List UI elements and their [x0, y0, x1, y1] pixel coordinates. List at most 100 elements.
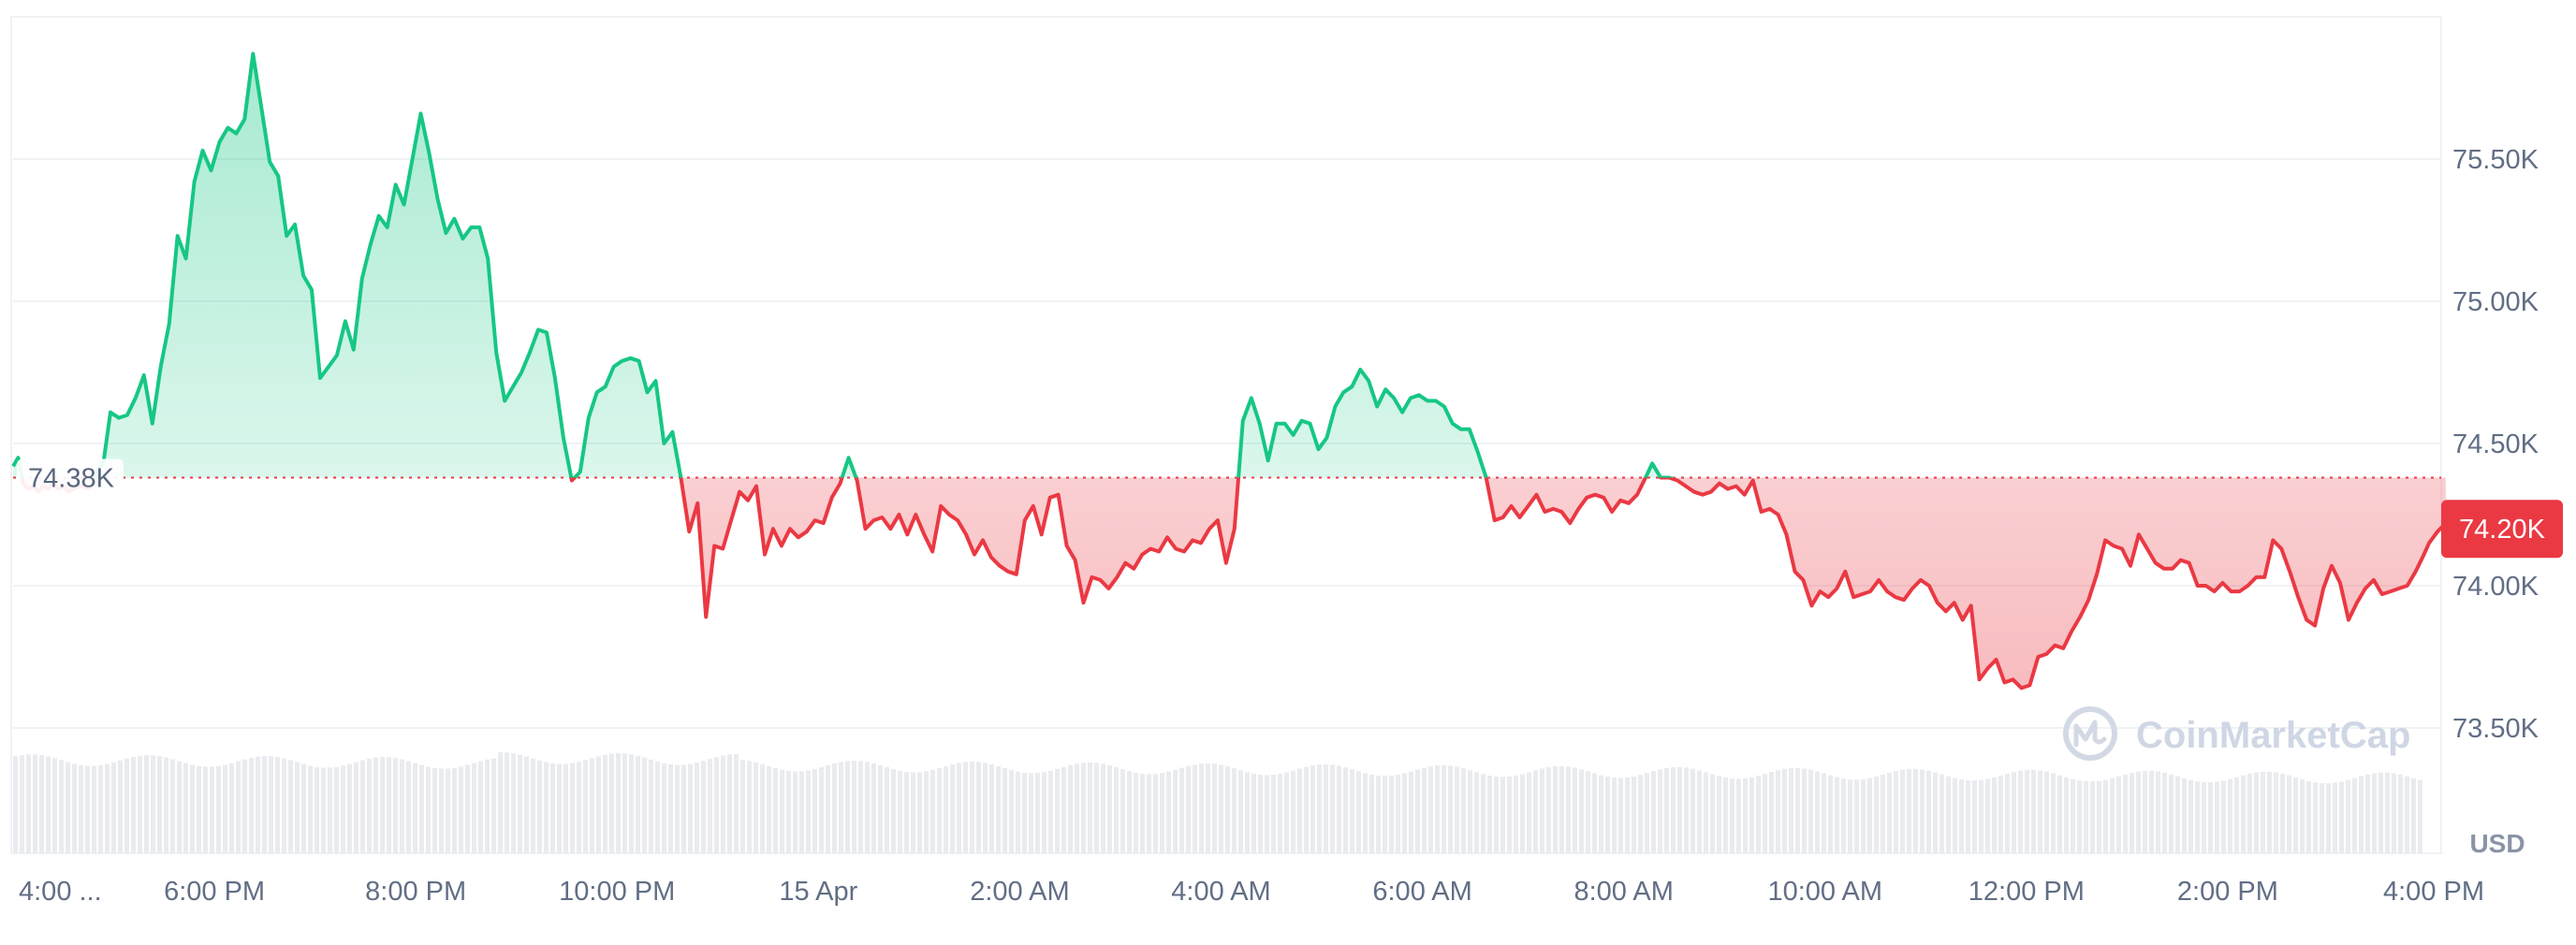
volume-bar — [2287, 775, 2291, 853]
volume-bar — [550, 763, 555, 853]
volume-bar — [1527, 772, 1531, 853]
volume-bar — [1802, 768, 1807, 853]
volume-bar — [1094, 763, 1099, 853]
volume-bar — [2385, 772, 2390, 853]
volume-bar — [498, 752, 503, 853]
volume-bar — [2025, 769, 2029, 853]
volume-bar — [1468, 770, 1472, 853]
volume-bar — [249, 757, 254, 853]
volume-bar — [1061, 766, 1066, 853]
volume-bar — [911, 772, 915, 853]
volume-bar — [524, 756, 529, 853]
volume-bar — [203, 766, 208, 853]
volume-bar — [1592, 773, 1597, 853]
volume-bar — [1179, 767, 1184, 853]
volume-bar — [1343, 767, 1348, 853]
volume-bar — [138, 755, 142, 853]
volume-bar — [1474, 772, 1479, 853]
volume-bar — [662, 763, 666, 853]
volume-bar — [210, 766, 214, 853]
volume-bar — [2188, 779, 2193, 853]
volume-bar — [681, 764, 686, 853]
volume-bar — [229, 763, 234, 853]
volume-bar — [1442, 764, 1446, 853]
volume-bar — [360, 760, 365, 853]
volume-bar — [1232, 768, 1237, 853]
volume-bar — [85, 765, 90, 853]
volume-bar — [446, 768, 450, 853]
volume-bar — [1736, 778, 1741, 853]
volume-bar — [26, 754, 31, 853]
volume-bar — [609, 753, 614, 853]
volume-bar — [1088, 762, 1092, 853]
volume-bar — [2044, 771, 2049, 853]
volume-bar — [2182, 778, 2187, 853]
volume-bar — [1828, 775, 1833, 853]
volume-bar — [996, 765, 1001, 853]
volume-bar — [675, 764, 680, 853]
volume-bar — [799, 771, 804, 853]
currency-unit-label: USD — [2469, 829, 2525, 858]
volume-bar — [1966, 780, 1970, 853]
volume-bar — [295, 762, 300, 853]
volume-bar — [649, 759, 653, 853]
x-tick-label: 10:00 PM — [559, 877, 675, 907]
volume-bar — [380, 757, 385, 853]
volume-bar — [1330, 764, 1335, 853]
volume-bar — [1998, 775, 2003, 853]
volume-bar — [491, 758, 496, 853]
volume-bar — [1684, 767, 1689, 853]
volume-bar — [2097, 780, 2101, 853]
volume-bar — [963, 762, 968, 853]
volume-bar — [2018, 770, 2023, 853]
x-tick-label: 6:00 PM — [164, 877, 265, 907]
volume-bar — [1979, 779, 1983, 853]
volume-bar — [1697, 770, 1702, 853]
volume-bar — [983, 763, 988, 853]
volume-bar — [1710, 774, 1715, 853]
volume-bar — [1022, 772, 1027, 853]
volume-bar — [1048, 770, 1053, 853]
volume-bar — [157, 756, 162, 853]
volume-bar — [1625, 777, 1630, 853]
volume-bar — [793, 771, 798, 853]
volume-bar — [2306, 780, 2311, 853]
y-tick-label: 74.50K — [2452, 429, 2539, 459]
volume-bar — [1887, 772, 1892, 853]
volume-bar — [459, 766, 463, 853]
volume-bar — [426, 766, 431, 853]
volume-bar — [518, 754, 522, 853]
volume-bar — [603, 754, 607, 853]
volume-bar — [1500, 777, 1505, 853]
volume-bar — [2352, 778, 2357, 853]
volume-bar — [1835, 777, 1839, 853]
volume-bar — [629, 754, 634, 853]
volume-bar — [1448, 765, 1453, 853]
volume-bar — [1638, 775, 1643, 853]
volume-bar — [636, 755, 640, 853]
current-price-badge: 74.20K — [2441, 500, 2563, 559]
volume-bar — [1304, 766, 1309, 853]
volume-bar — [1147, 774, 1151, 853]
volume-bar — [622, 753, 627, 853]
volume-bar — [262, 756, 267, 853]
volume-bar — [1317, 764, 1322, 853]
volume-bars — [13, 752, 2422, 853]
volume-bar — [1396, 774, 1400, 853]
volume-bar — [1776, 770, 1780, 853]
x-tick-label: 4:00 AM — [1171, 877, 1270, 907]
volume-bar — [1900, 769, 1905, 853]
volume-bar — [1376, 776, 1381, 853]
x-tick-label: 6:00 AM — [1372, 877, 1471, 907]
volume-bar — [1487, 775, 1492, 853]
volume-bar — [1894, 771, 1898, 853]
x-tick-label: 8:00 AM — [1573, 877, 1673, 907]
volume-bar — [2130, 772, 2134, 853]
volume-bar — [740, 760, 745, 853]
volume-bar — [282, 758, 286, 853]
volume-bar — [1632, 776, 1636, 853]
volume-bar — [1114, 767, 1119, 853]
volume-bar — [2280, 773, 2285, 853]
volume-bar — [1389, 776, 1394, 853]
